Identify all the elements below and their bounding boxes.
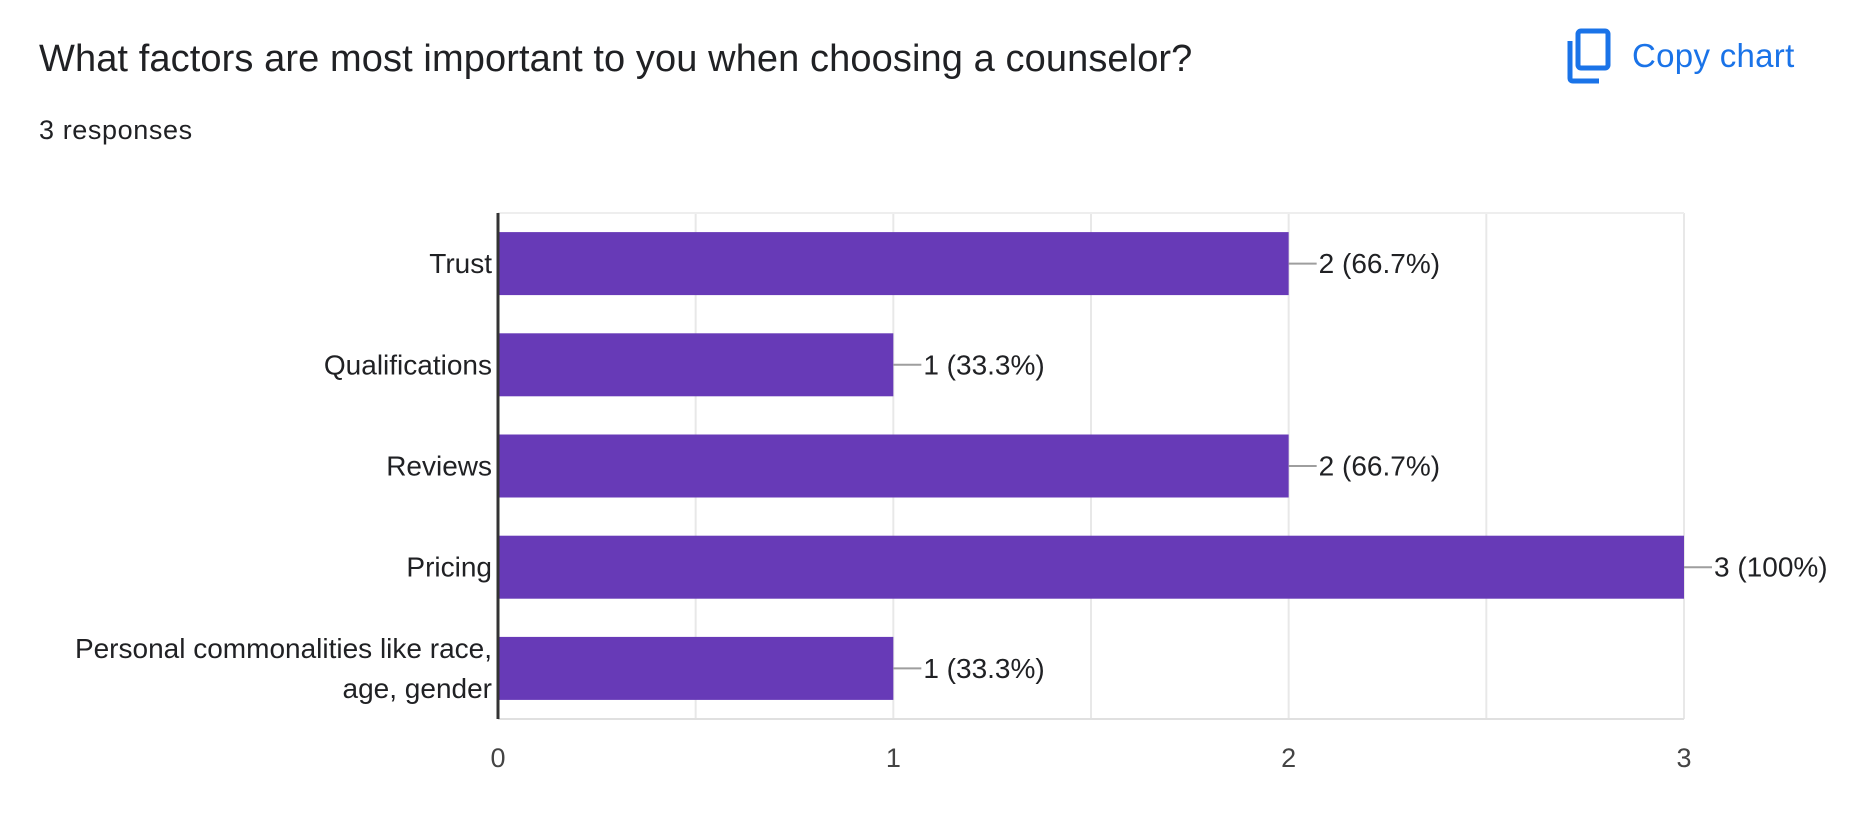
copy-icon [1567, 28, 1611, 84]
data-label: 2 (66.7%) [1319, 451, 1440, 482]
data-label: 1 (33.3%) [923, 653, 1044, 684]
data-label: 3 (100%) [1714, 552, 1828, 583]
category-label: Qualifications [324, 349, 492, 380]
category-label: Trust [429, 248, 492, 279]
copy-chart-button[interactable]: Copy chart [1560, 26, 1801, 86]
x-tick-label: 0 [490, 743, 505, 773]
data-label: 1 (33.3%) [923, 349, 1044, 380]
category-label: age, gender [343, 673, 492, 704]
bar [498, 636, 894, 700]
x-tick-label: 1 [886, 743, 901, 773]
chart-title: What factors are most important to you w… [39, 38, 1193, 80]
bar [498, 434, 1289, 498]
bar [498, 232, 1289, 296]
response-count: 3 responses [39, 115, 193, 145]
category-label: Pricing [406, 552, 492, 583]
data-label: 2 (66.7%) [1319, 248, 1440, 279]
bar [498, 535, 1684, 599]
category-label: Personal commonalities like race, [75, 633, 492, 664]
category-label: Reviews [386, 451, 492, 482]
bar [498, 333, 894, 397]
x-tick-label: 2 [1281, 743, 1296, 773]
x-tick-label: 3 [1676, 743, 1691, 773]
copy-chart-label: Copy chart [1632, 37, 1795, 74]
